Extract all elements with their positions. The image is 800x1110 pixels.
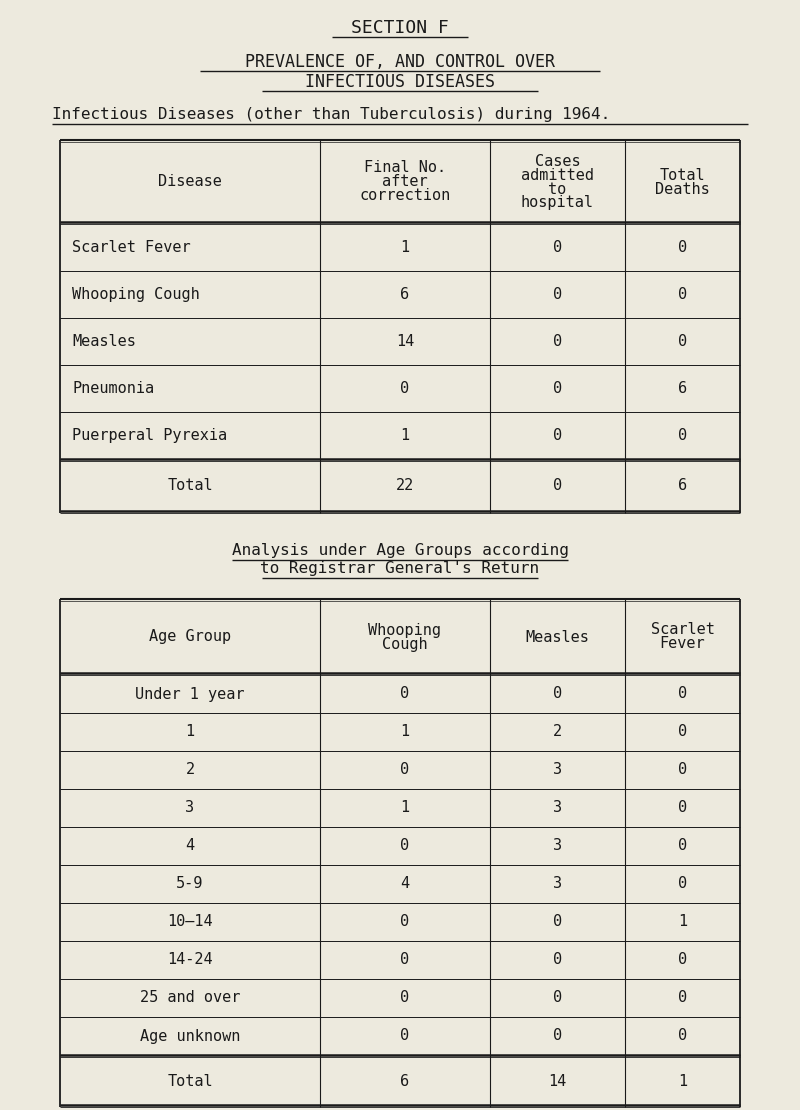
- Text: 5-9: 5-9: [176, 877, 204, 891]
- Text: 0: 0: [678, 952, 687, 968]
- Text: 0: 0: [553, 334, 562, 349]
- Text: 1: 1: [678, 1073, 687, 1089]
- Text: Total: Total: [167, 478, 213, 494]
- Text: 6: 6: [401, 287, 410, 302]
- Text: 0: 0: [678, 428, 687, 443]
- Text: Scarlet: Scarlet: [650, 623, 714, 637]
- Text: Measles: Measles: [526, 629, 590, 645]
- Text: 0: 0: [678, 877, 687, 891]
- Text: 0: 0: [401, 952, 410, 968]
- Text: Under 1 year: Under 1 year: [135, 686, 245, 702]
- Text: correction: correction: [359, 189, 450, 203]
- Text: 0: 0: [678, 838, 687, 854]
- Text: Age Group: Age Group: [149, 629, 231, 645]
- Text: 0: 0: [678, 287, 687, 302]
- Text: 0: 0: [678, 763, 687, 777]
- Text: 0: 0: [553, 686, 562, 702]
- Text: 0: 0: [553, 478, 562, 494]
- Text: 0: 0: [553, 952, 562, 968]
- Text: 0: 0: [553, 287, 562, 302]
- Text: Measles: Measles: [72, 334, 136, 349]
- Text: 0: 0: [401, 990, 410, 1006]
- Text: 6: 6: [678, 381, 687, 396]
- Text: 14: 14: [548, 1073, 566, 1089]
- Text: 14: 14: [396, 334, 414, 349]
- Text: 0: 0: [678, 686, 687, 702]
- Text: Puerperal Pyrexia: Puerperal Pyrexia: [72, 428, 227, 443]
- Text: 0: 0: [553, 1029, 562, 1043]
- Text: 4: 4: [401, 877, 410, 891]
- Text: 0: 0: [401, 686, 410, 702]
- Text: 0: 0: [678, 1029, 687, 1043]
- Text: SECTION F: SECTION F: [351, 19, 449, 37]
- Text: 0: 0: [553, 915, 562, 929]
- Text: 0: 0: [553, 990, 562, 1006]
- Text: 0: 0: [401, 381, 410, 396]
- Text: Total: Total: [167, 1073, 213, 1089]
- Text: 1: 1: [186, 725, 194, 739]
- Text: 3: 3: [553, 877, 562, 891]
- Text: PREVALENCE OF, AND CONTROL OVER: PREVALENCE OF, AND CONTROL OVER: [245, 53, 555, 71]
- Text: Cough: Cough: [382, 636, 428, 652]
- Text: Scarlet Fever: Scarlet Fever: [72, 240, 190, 255]
- Text: admitted: admitted: [521, 168, 594, 182]
- Text: 1: 1: [401, 800, 410, 816]
- Text: 0: 0: [678, 990, 687, 1006]
- Text: 0: 0: [553, 381, 562, 396]
- Text: 2: 2: [186, 763, 194, 777]
- Text: Deaths: Deaths: [655, 182, 710, 196]
- Text: 1: 1: [401, 428, 410, 443]
- Text: 4: 4: [186, 838, 194, 854]
- Text: 0: 0: [401, 838, 410, 854]
- Text: INFECTIOUS DISEASES: INFECTIOUS DISEASES: [305, 73, 495, 91]
- Text: 2: 2: [553, 725, 562, 739]
- Text: 14-24: 14-24: [167, 952, 213, 968]
- Text: 1: 1: [678, 915, 687, 929]
- Text: Infectious Diseases (other than Tuberculosis) during 1964.: Infectious Diseases (other than Tubercul…: [52, 108, 610, 122]
- Text: Cases: Cases: [534, 153, 580, 169]
- Text: 6: 6: [678, 478, 687, 494]
- Text: 10—14: 10—14: [167, 915, 213, 929]
- Text: 0: 0: [401, 1029, 410, 1043]
- Text: Analysis under Age Groups according: Analysis under Age Groups according: [231, 544, 569, 558]
- Text: Pneumonia: Pneumonia: [72, 381, 154, 396]
- Text: 0: 0: [678, 334, 687, 349]
- Text: to: to: [548, 182, 566, 196]
- Text: Total: Total: [660, 168, 706, 182]
- Text: hospital: hospital: [521, 195, 594, 211]
- Text: 1: 1: [401, 725, 410, 739]
- Text: 0: 0: [678, 800, 687, 816]
- Text: to Registrar General's Return: to Registrar General's Return: [261, 562, 539, 576]
- Text: 25 and over: 25 and over: [140, 990, 240, 1006]
- Text: after: after: [382, 174, 428, 190]
- Text: 0: 0: [401, 915, 410, 929]
- Text: 0: 0: [401, 763, 410, 777]
- Text: 0: 0: [678, 725, 687, 739]
- Text: Final No.: Final No.: [364, 161, 446, 175]
- Text: Fever: Fever: [660, 636, 706, 652]
- Text: Age unknown: Age unknown: [140, 1029, 240, 1043]
- Text: 0: 0: [678, 240, 687, 255]
- Text: Whooping: Whooping: [369, 623, 442, 637]
- Text: 22: 22: [396, 478, 414, 494]
- Text: Disease: Disease: [158, 174, 222, 190]
- Text: 3: 3: [553, 763, 562, 777]
- Text: 3: 3: [553, 800, 562, 816]
- Text: 3: 3: [186, 800, 194, 816]
- Text: 6: 6: [401, 1073, 410, 1089]
- Text: 0: 0: [553, 428, 562, 443]
- Text: 0: 0: [553, 240, 562, 255]
- Text: 3: 3: [553, 838, 562, 854]
- Text: 1: 1: [401, 240, 410, 255]
- Text: Whooping Cough: Whooping Cough: [72, 287, 200, 302]
